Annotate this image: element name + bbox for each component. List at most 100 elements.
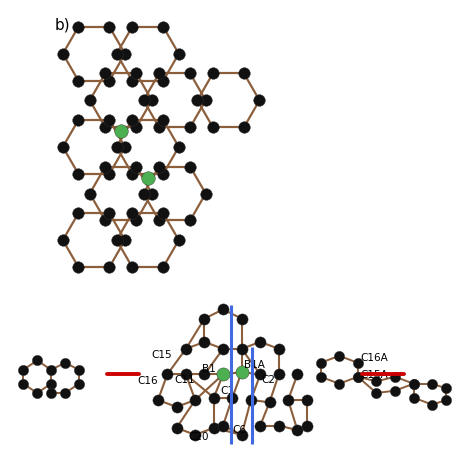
Point xyxy=(303,422,310,429)
Point xyxy=(106,263,113,271)
Point xyxy=(202,190,210,197)
Point xyxy=(182,371,190,378)
Point xyxy=(159,116,167,124)
Text: C16: C16 xyxy=(137,376,158,386)
Point xyxy=(47,389,55,397)
Point xyxy=(391,373,399,381)
Point xyxy=(159,210,167,217)
Point xyxy=(410,394,418,401)
Point xyxy=(74,23,82,31)
Point xyxy=(144,174,152,182)
Point xyxy=(159,77,167,84)
Point xyxy=(173,424,181,432)
Point xyxy=(293,427,301,434)
Point xyxy=(106,170,113,178)
Point xyxy=(75,380,83,388)
Point xyxy=(133,70,140,77)
Text: B1: B1 xyxy=(202,364,216,374)
Point xyxy=(117,128,125,135)
Text: b): b) xyxy=(55,18,70,33)
Point xyxy=(86,190,93,197)
Point xyxy=(354,373,362,381)
Point xyxy=(293,371,301,378)
Point xyxy=(59,143,67,151)
Point xyxy=(219,306,227,313)
Point xyxy=(201,338,208,346)
Point xyxy=(101,70,109,77)
Text: C15: C15 xyxy=(151,350,172,360)
Point xyxy=(186,70,194,77)
Point xyxy=(182,345,190,353)
Text: C6: C6 xyxy=(232,425,246,435)
Point xyxy=(140,190,147,197)
Point xyxy=(256,371,264,378)
Point xyxy=(410,380,418,388)
Point xyxy=(159,170,167,178)
Point xyxy=(238,431,246,438)
Point xyxy=(209,70,217,77)
Point xyxy=(201,315,208,322)
Point xyxy=(133,217,140,224)
Point xyxy=(275,422,283,429)
Point xyxy=(256,422,264,429)
Point xyxy=(266,399,273,406)
Text: C15A: C15A xyxy=(360,370,388,380)
Point xyxy=(175,50,182,57)
Point xyxy=(391,387,399,394)
Point xyxy=(336,352,343,360)
Point xyxy=(255,97,263,104)
Point xyxy=(428,380,436,388)
Point xyxy=(74,170,82,178)
Point xyxy=(128,210,136,217)
Point xyxy=(47,366,55,374)
Point xyxy=(354,373,362,381)
Point xyxy=(155,123,163,131)
Point xyxy=(219,422,227,429)
Point xyxy=(128,23,136,31)
Point xyxy=(61,389,69,397)
Point xyxy=(133,163,140,171)
Point xyxy=(191,431,199,438)
Point xyxy=(121,237,129,244)
Point xyxy=(228,394,236,401)
Point xyxy=(101,123,109,131)
Point xyxy=(148,97,155,104)
Point xyxy=(155,163,163,171)
Text: C11: C11 xyxy=(174,375,195,385)
Point xyxy=(373,389,380,397)
Point xyxy=(106,210,113,217)
Point xyxy=(238,368,246,376)
Point xyxy=(74,263,82,271)
Point xyxy=(59,50,67,57)
Text: C16A: C16A xyxy=(360,353,388,363)
Point xyxy=(238,345,246,353)
Point xyxy=(442,396,450,404)
Point xyxy=(19,380,27,388)
Point xyxy=(284,396,292,404)
Point xyxy=(133,123,140,131)
Point xyxy=(275,345,283,353)
Point xyxy=(128,263,136,271)
Point xyxy=(154,396,162,404)
Point xyxy=(128,170,136,178)
Point xyxy=(209,123,217,131)
Point xyxy=(336,380,343,388)
Point xyxy=(410,380,418,388)
Point xyxy=(428,401,436,409)
Point xyxy=(159,23,167,31)
Point xyxy=(193,97,201,104)
Point xyxy=(128,116,136,124)
Text: C2: C2 xyxy=(261,375,275,385)
Point xyxy=(86,97,93,104)
Point xyxy=(106,23,113,31)
Point xyxy=(74,210,82,217)
Point xyxy=(240,123,248,131)
Point xyxy=(101,163,109,171)
Point xyxy=(106,77,113,84)
Point xyxy=(186,123,194,131)
Point xyxy=(210,394,218,401)
Point xyxy=(155,70,163,77)
Point xyxy=(354,359,362,366)
Point xyxy=(159,263,167,271)
Point xyxy=(201,371,208,378)
